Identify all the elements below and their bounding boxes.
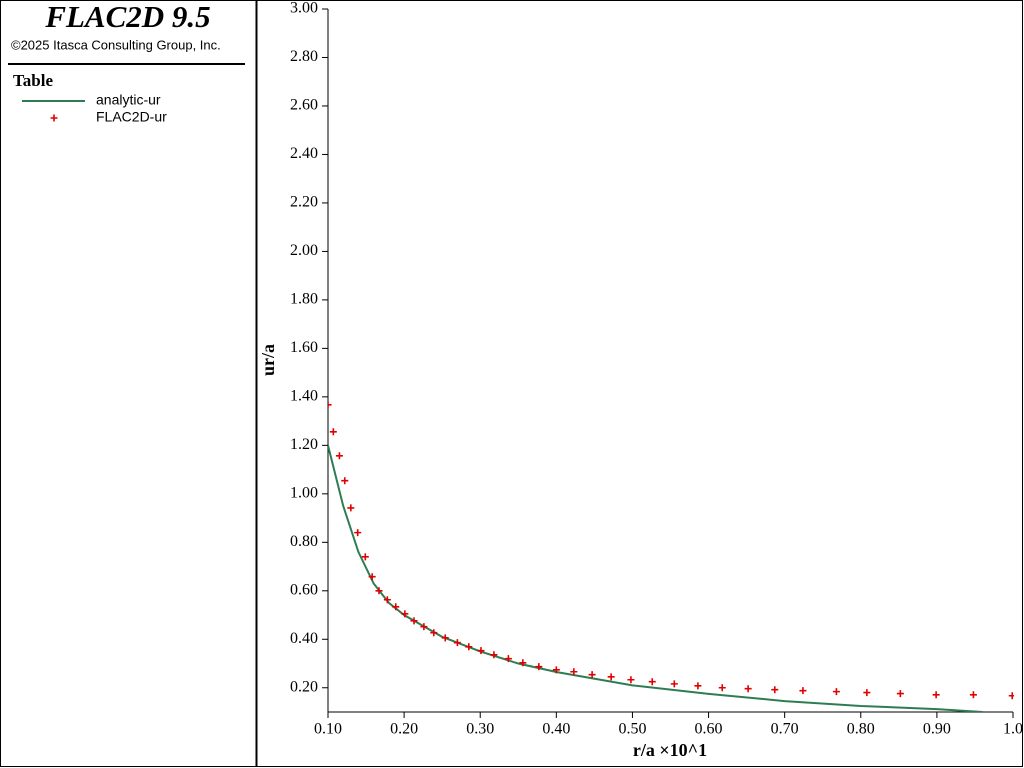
data-point: [392, 603, 400, 611]
data-point: [832, 688, 840, 696]
x-tick-label: 0.90: [923, 721, 951, 738]
y-tick-label: 2.20: [290, 194, 318, 211]
data-point: [410, 617, 418, 625]
y-tick-label: 2.60: [290, 97, 318, 114]
data-point: [694, 682, 702, 690]
x-tick-label: 0.70: [771, 721, 799, 738]
data-point: [771, 686, 779, 694]
x-tick-label: 1.0: [1003, 721, 1023, 738]
data-point: [670, 680, 678, 688]
data-point: [1008, 692, 1014, 700]
data-point: [535, 663, 543, 671]
data-point: [329, 428, 337, 436]
x-tick-label: 0.40: [542, 721, 570, 738]
data-point: [430, 629, 438, 637]
data-point: [552, 666, 560, 674]
x-tick-label: 0.30: [466, 721, 494, 738]
data-point: [588, 671, 596, 679]
y-axis-label: ur/a: [258, 344, 278, 376]
legend-title: Table: [13, 71, 53, 90]
data-point: [607, 673, 615, 681]
x-tick-label: 0.10: [314, 721, 342, 738]
data-point: [383, 596, 391, 604]
plot-area: [328, 401, 1014, 712]
legend-label: FLAC2D-ur: [96, 109, 167, 125]
data-point: [863, 689, 871, 697]
data-point: [341, 477, 349, 485]
legend-label: analytic-ur: [96, 92, 161, 108]
y-tick-label: 3.00: [290, 0, 318, 17]
data-point: [354, 529, 362, 537]
x-tick-label: 0.20: [390, 721, 418, 738]
y-tick-label: 1.20: [290, 436, 318, 453]
y-tick-label: 1.80: [290, 291, 318, 308]
y-tick-label: 1.00: [290, 484, 318, 501]
x-tick-label: 0.50: [618, 721, 646, 738]
data-point: [420, 623, 428, 631]
data-point: [441, 634, 449, 642]
y-tick-label: 1.60: [290, 339, 318, 356]
legend-swatch: [50, 114, 58, 122]
data-point: [969, 691, 977, 699]
y-tick-label: 1.40: [290, 388, 318, 405]
y-tick-label: 2.40: [290, 145, 318, 162]
data-point: [648, 678, 656, 686]
data-point: [328, 401, 332, 409]
app-title: FLAC2D 9.5: [44, 0, 210, 34]
data-line: [328, 445, 983, 712]
y-tick-label: 2.00: [290, 242, 318, 259]
data-point: [465, 643, 473, 651]
data-point: [896, 690, 904, 698]
copyright: ©2025 Itasca Consulting Group, Inc.: [11, 37, 221, 52]
x-axis-label: r/a ×10^1: [633, 740, 707, 760]
data-point: [375, 587, 383, 595]
data-point: [504, 655, 512, 663]
data-point: [453, 639, 461, 647]
y-tick-label: 0.60: [290, 581, 318, 598]
data-point: [490, 651, 498, 659]
x-tick-label: 0.80: [847, 721, 875, 738]
y-tick-label: 0.20: [290, 678, 318, 695]
x-tick-label: 0.60: [695, 721, 723, 738]
data-point: [718, 684, 726, 692]
data-point: [361, 553, 369, 561]
data-point: [477, 647, 485, 655]
data-point: [347, 504, 355, 512]
data-point: [932, 691, 940, 699]
data-point: [401, 610, 409, 618]
data-point: [799, 687, 807, 695]
data-point: [368, 573, 376, 581]
y-tick-label: 0.80: [290, 533, 318, 550]
y-tick-label: 2.80: [290, 48, 318, 65]
data-point: [627, 676, 635, 684]
data-point: [335, 452, 343, 460]
data-point: [570, 668, 578, 676]
data-point: [744, 685, 752, 693]
y-tick-label: 0.40: [290, 630, 318, 647]
data-point: [519, 659, 527, 667]
